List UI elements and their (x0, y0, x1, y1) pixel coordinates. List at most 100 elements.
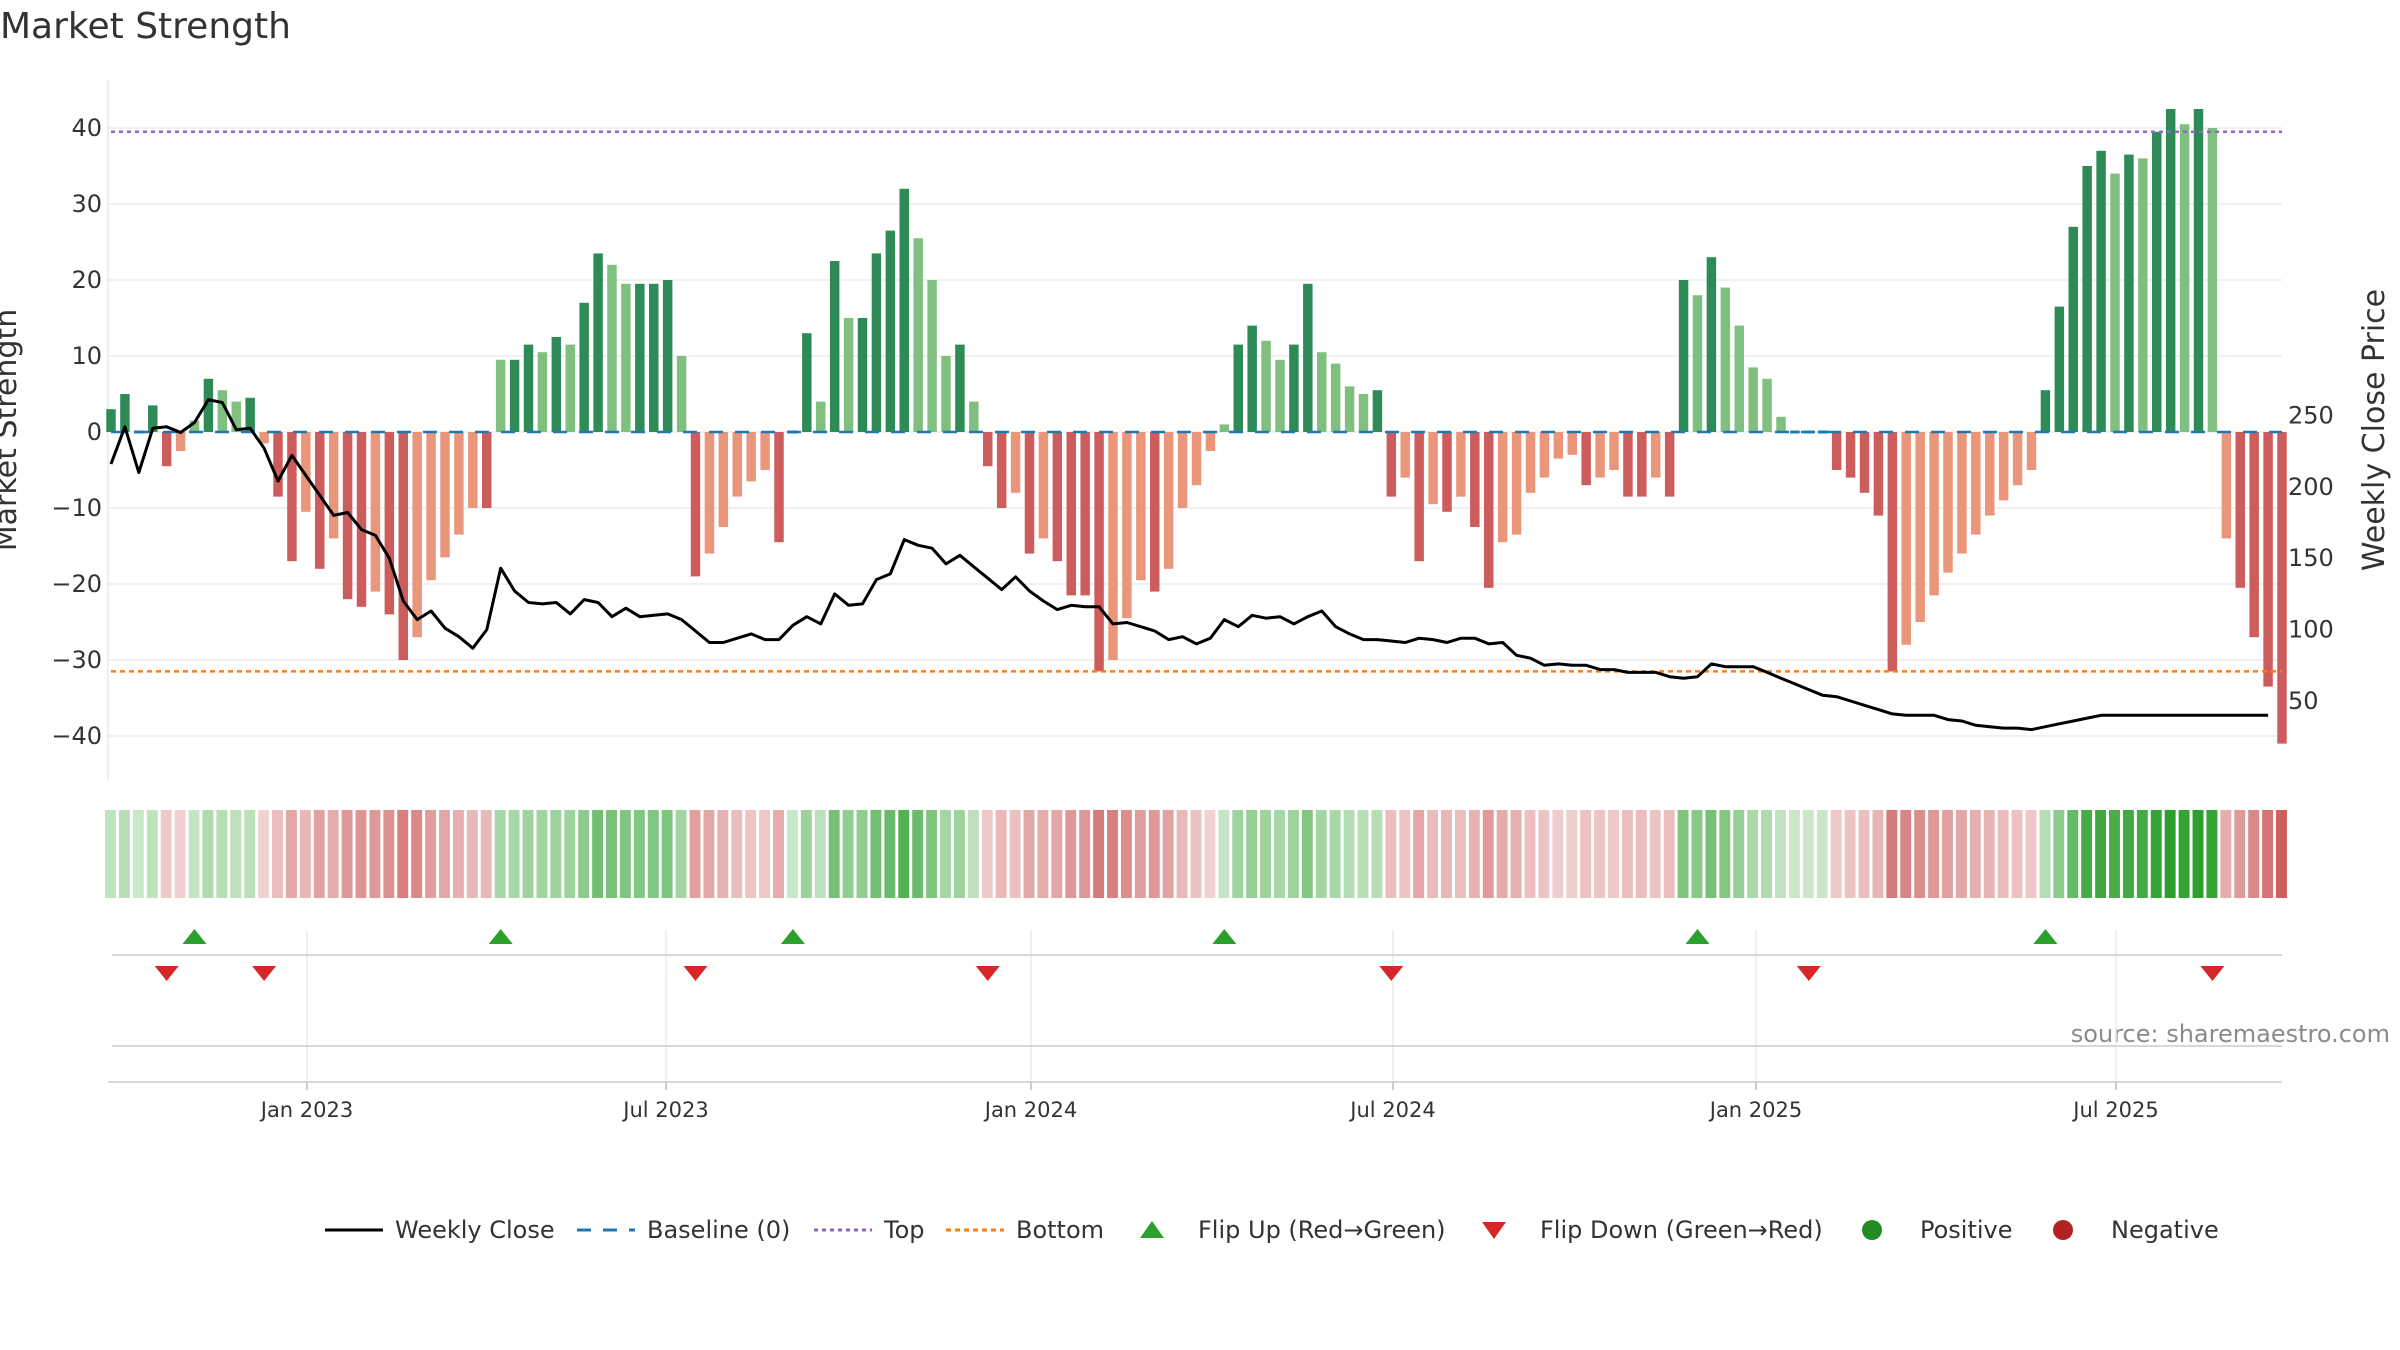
heat-cell (828, 810, 840, 898)
strength-bar (941, 356, 951, 432)
heat-cell (1594, 810, 1606, 898)
strength-bar (259, 432, 269, 444)
heat-cell (1162, 810, 1174, 898)
strength-bar (2193, 109, 2204, 432)
heat-cell (146, 810, 158, 898)
strength-bar (1024, 432, 1035, 554)
strength-bar (1177, 432, 1188, 508)
strength-bar (2221, 432, 2232, 539)
strength-bar (1873, 432, 1884, 516)
y-tick-label: −10 (51, 494, 102, 522)
heat-cell (2178, 810, 2190, 898)
strength-bar (1845, 432, 1856, 478)
heat-cell (1900, 810, 1912, 898)
weekly-close-series (109, 398, 2269, 732)
strength-bar (537, 352, 548, 432)
x-tick-label: Jan 2024 (983, 1098, 1078, 1122)
heat-cell (1691, 810, 1703, 898)
strength-bar (328, 432, 339, 539)
heat-cell (633, 810, 645, 898)
heat-cell (452, 810, 464, 898)
heat-cell (2234, 810, 2246, 898)
heat-cell (1677, 810, 1689, 898)
flip-down-marker (975, 966, 1000, 981)
heat-cell (940, 810, 951, 898)
strength-bar (816, 401, 826, 432)
strength-bar (245, 397, 255, 432)
strength-bar (1539, 432, 1550, 478)
heat-cell (2150, 810, 2162, 898)
legend-negative-swatch (2053, 1220, 2073, 1240)
heat-cell (967, 810, 979, 898)
flip-down-marker (2200, 966, 2225, 981)
strength-bar (621, 283, 631, 432)
heat-cell (1775, 810, 1786, 898)
legend: Weekly Close Baseline (0) Top Bottom Flip Up… (325, 1216, 2219, 1244)
strength-bar (2263, 432, 2273, 687)
x-tick-label: Jul 2023 (621, 1098, 708, 1122)
heat-cell (105, 810, 116, 898)
strength-bar (1706, 257, 1717, 432)
strength-bar (676, 356, 687, 432)
strength-bar (1929, 432, 1939, 596)
strength-bar (273, 432, 283, 497)
heat-cell (1538, 810, 1550, 898)
heat-cell (2192, 810, 2204, 898)
strength-bar (1219, 424, 1230, 432)
strength-bar (1971, 432, 1981, 535)
strength-bar (1400, 432, 1410, 478)
heat-cell (383, 810, 395, 898)
heat-cell (1329, 810, 1341, 898)
heat-cell (926, 810, 938, 898)
strength-bar (635, 283, 645, 432)
strength-bar (1998, 432, 2009, 501)
heat-cell (981, 810, 993, 898)
y2-tick-label: 150 (2288, 544, 2334, 572)
strength-bar (217, 390, 228, 432)
strength-bar (774, 432, 784, 543)
y-tick-label: 20 (71, 266, 102, 294)
strength-bar (1414, 432, 1424, 562)
flip-up-marker (780, 929, 805, 944)
heat-cell (1969, 810, 1981, 898)
strength-bar (1205, 432, 1216, 451)
heat-cell (550, 810, 562, 898)
strength-bar (843, 318, 854, 432)
heat-cell (953, 810, 965, 898)
strength-bar (2096, 150, 2106, 433)
heat-cell (1468, 810, 1480, 898)
heat-cell (898, 810, 910, 898)
heat-cell (1788, 810, 1800, 898)
strength-bar (1762, 378, 1772, 432)
strength-bar (482, 432, 492, 508)
strength-bar (1330, 363, 1341, 432)
heat-cell (1928, 810, 1940, 898)
heat-cell (1914, 810, 1926, 898)
heat-cell (341, 810, 353, 898)
strength-bar (690, 432, 701, 577)
heat-cell (2164, 810, 2176, 898)
heat-cell (995, 810, 1007, 898)
strength-bar (509, 359, 520, 432)
strength-bar (523, 344, 534, 432)
strength-bar (1247, 325, 1257, 432)
heat-cell (1454, 810, 1466, 898)
strength-bar (662, 280, 673, 432)
y2-axis-label: Weekly Close Price (2357, 289, 2392, 571)
heat-cell (536, 810, 548, 898)
strength-bar (1581, 432, 1591, 486)
strength-bar (1497, 432, 1508, 543)
strength-bar (1470, 432, 1480, 527)
heat-cell (1093, 810, 1105, 898)
strength-bar (1052, 432, 1063, 562)
strength-bar (440, 432, 450, 558)
strength-bar-zero (1818, 430, 1828, 434)
heat-cell (1120, 810, 1132, 898)
heat-cell (508, 810, 520, 898)
heat-cell (647, 810, 659, 898)
strength-bar (955, 344, 965, 432)
strength-bar (426, 432, 436, 581)
strength-bar (1734, 325, 1744, 432)
legend-label: Weekly Close (395, 1216, 555, 1244)
strength-bar (2082, 166, 2092, 432)
